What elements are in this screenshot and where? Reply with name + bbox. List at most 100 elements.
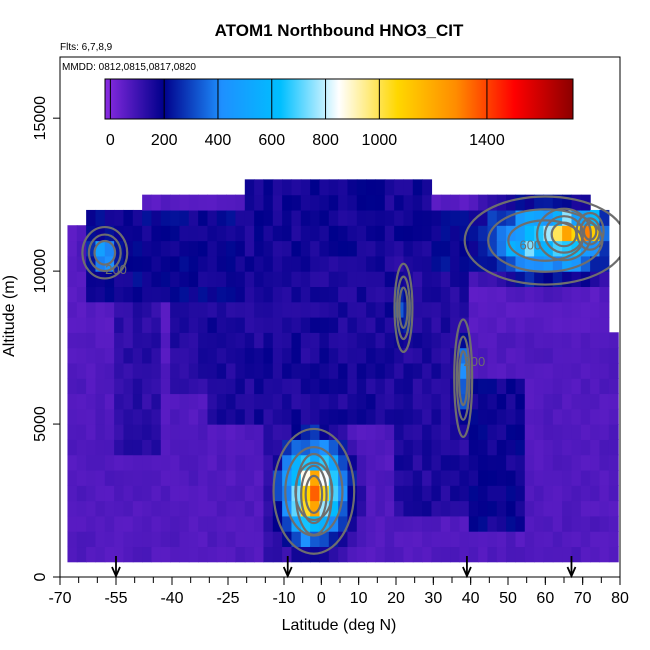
heatmap-cell	[599, 317, 610, 333]
heatmap-cell	[412, 408, 423, 425]
heatmap-cell	[226, 317, 237, 333]
heatmap-cell	[319, 301, 330, 318]
heatmap-cell	[580, 469, 591, 486]
heatmap-cell	[394, 454, 405, 471]
heatmap-cell	[515, 469, 526, 486]
heatmap-cell	[282, 317, 293, 333]
heatmap-cell	[478, 194, 489, 211]
heatmap-cell	[123, 255, 134, 272]
heatmap-cell	[282, 255, 293, 272]
heatmap-cell	[198, 469, 209, 486]
heatmap-cell	[478, 347, 489, 364]
heatmap-cell	[95, 332, 106, 349]
heatmap-cell	[179, 240, 190, 257]
heatmap-cell	[431, 439, 442, 456]
heatmap-cell	[515, 225, 526, 242]
heatmap-cell	[300, 317, 311, 333]
heatmap-cell	[319, 408, 330, 425]
heatmap-cell	[459, 500, 470, 517]
heatmap-cell	[319, 439, 330, 456]
heatmap-cell	[179, 546, 190, 563]
heatmap-cell	[216, 332, 227, 349]
heatmap-cell	[384, 286, 395, 303]
heatmap-cell	[366, 500, 377, 517]
heatmap-cell	[328, 271, 339, 288]
heatmap-cell	[562, 439, 573, 456]
heatmap-cell	[403, 515, 414, 532]
heatmap-cell	[151, 194, 162, 211]
heatmap-cell	[86, 286, 97, 303]
heatmap-cell	[170, 378, 181, 395]
heatmap-cell	[254, 209, 265, 226]
heatmap-cell	[291, 240, 302, 257]
heatmap-cell	[114, 393, 125, 410]
heatmap-cell	[254, 347, 265, 364]
heatmap-cell	[263, 546, 274, 563]
heatmap-cell	[431, 286, 442, 303]
heatmap-cell	[496, 424, 507, 440]
heatmap-cell	[104, 209, 115, 226]
heatmap-cell	[338, 317, 349, 333]
profile-marker-head	[462, 566, 472, 579]
heatmap-cell	[506, 255, 517, 272]
heatmap-cell	[487, 469, 498, 486]
heatmap-cell	[188, 531, 199, 548]
heatmap-cell	[291, 317, 302, 333]
heatmap-cell	[608, 500, 619, 517]
heatmap-cell	[422, 454, 433, 471]
heatmap-cell	[95, 454, 106, 471]
heatmap-cell	[300, 240, 311, 257]
heatmap-cell	[543, 546, 554, 563]
heatmap-cell	[198, 332, 209, 349]
heatmap-cell	[515, 347, 526, 364]
y-tick-label: 0	[32, 572, 49, 581]
heatmap-cell	[254, 286, 265, 303]
heatmap-cell	[95, 546, 106, 563]
heatmap-cell	[226, 271, 237, 288]
heatmap-cell	[496, 378, 507, 395]
heatmap-cell	[188, 485, 199, 502]
heatmap-cell	[244, 393, 255, 410]
heatmap-cell	[431, 240, 442, 257]
heatmap-cell	[384, 209, 395, 226]
heatmap-cell	[440, 255, 451, 272]
heatmap-cell	[562, 271, 573, 288]
heatmap-cell	[319, 209, 330, 226]
heatmap-cell	[450, 194, 461, 211]
heatmap-cell	[160, 439, 171, 456]
heatmap-cell	[328, 546, 339, 563]
heatmap-cell	[356, 255, 367, 272]
heatmap-cell	[608, 454, 619, 471]
heatmap-cell	[207, 301, 218, 318]
heatmap-cell	[375, 240, 386, 257]
heatmap-cell	[347, 317, 358, 333]
heatmap-cell	[590, 301, 601, 318]
heatmap-cell	[216, 454, 227, 471]
heatmap-cell	[347, 209, 358, 226]
heatmap-cell	[487, 225, 498, 242]
heatmap-cell	[179, 225, 190, 242]
heatmap-cell	[468, 454, 479, 471]
heatmap-cell	[132, 209, 143, 226]
heatmap-cell	[188, 194, 199, 211]
heatmap-cell	[319, 194, 330, 211]
heatmap-cell	[104, 271, 115, 288]
heatmap-cell	[132, 286, 143, 303]
heatmap-cell	[216, 500, 227, 517]
heatmap-cell	[123, 301, 134, 318]
heatmap-cell	[272, 225, 283, 242]
heatmap-cell	[608, 485, 619, 502]
heatmap-cell	[338, 515, 349, 532]
heatmap-cell	[403, 500, 414, 517]
heatmap-cell	[282, 378, 293, 395]
heatmap-cell	[188, 225, 199, 242]
heatmap-cell	[543, 408, 554, 425]
heatmap-cell	[151, 469, 162, 486]
heatmap-cell	[422, 531, 433, 548]
heatmap-cell	[496, 469, 507, 486]
heatmap-cell	[151, 378, 162, 395]
heatmap-cell	[272, 362, 283, 379]
heatmap-cell	[440, 209, 451, 226]
heatmap-cell	[151, 500, 162, 517]
heatmap-cell	[422, 500, 433, 517]
